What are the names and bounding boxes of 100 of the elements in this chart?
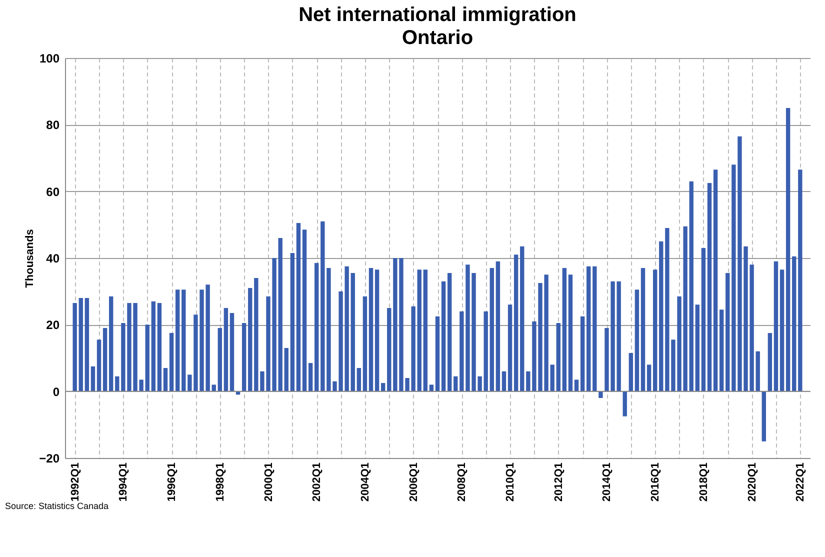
bar [284,348,288,392]
bar [151,301,156,392]
x-tick-label: 2018Q1 [698,462,710,502]
x-tick-label: 1994Q1 [118,462,130,502]
bar [520,246,524,392]
x-tick-label: 2010Q1 [504,462,517,502]
y-tick-label: 100 [39,52,60,66]
x-tick-label: 2006Q1 [408,462,420,502]
x-tick-label: 1996Q1 [166,462,178,502]
bar [556,323,560,392]
bar [368,268,374,392]
bar [496,261,500,392]
bar [695,304,700,392]
y-tick-label: −20 [39,452,60,466]
bar [78,298,83,392]
bar [96,340,102,392]
bar [568,274,573,392]
bar [562,268,567,392]
bar [296,223,301,392]
y-axis-title: Thousands [24,229,36,288]
bar [774,261,778,392]
bar [157,303,162,392]
bar [484,311,488,392]
bar [640,268,646,392]
bar [175,290,180,392]
bar [574,380,579,392]
bar [689,181,694,392]
bar [429,384,434,392]
bar [290,253,295,392]
bar [713,170,718,392]
x-tick-label: 2016Q1 [650,462,662,502]
bar [387,308,392,392]
x-tick-label: 2014Q1 [601,462,614,502]
bar [659,241,664,392]
chart-subtitle: Ontario [402,27,474,49]
x-tick-label: 1998Q1 [214,462,226,502]
bar [514,254,518,392]
bar [786,108,790,392]
bar [634,290,640,392]
bar [302,230,307,392]
bar [598,391,603,398]
bar [218,328,222,392]
bar [792,256,796,392]
bar [109,296,114,392]
bar [314,263,319,392]
bar [145,324,150,392]
bar [646,364,652,392]
bar [224,308,228,392]
bar [374,270,380,392]
bar [248,288,252,392]
bar [362,296,368,392]
bar [707,183,712,392]
x-tick-label: 2008Q1 [456,462,468,502]
bar [242,323,246,392]
bar [622,391,627,416]
bar [90,366,96,392]
y-tick-label: 20 [46,318,60,332]
bar [490,268,494,392]
x-tick-label: 2020Q1 [746,462,758,502]
bar [592,266,597,392]
bar [182,290,186,392]
x-tick-label: 2022Q1 [794,462,807,502]
chart-title: Net international immigration [298,4,576,26]
bar [726,273,730,392]
y-tick-label: 80 [46,118,60,132]
bar [435,316,440,392]
y-tick-label: 40 [46,252,60,266]
bar [628,353,634,392]
x-tick-label: 2012Q1 [552,462,565,502]
bar [653,270,658,392]
bar [212,384,216,392]
bar [780,270,784,392]
bar [102,328,108,392]
y-tick-label: 0 [52,384,60,399]
source-note: Source: Statistics Canada [5,501,109,511]
bar [701,248,706,392]
x-tick-label: 2002Q1 [311,462,324,502]
bar [72,303,77,392]
bar [163,368,168,392]
bar [454,376,458,392]
x-tick-label: 2004Q1 [359,462,372,502]
bar [580,316,585,392]
bar [115,376,120,392]
bar [84,298,90,392]
bar [798,170,802,392]
bar [447,273,452,392]
bar [756,351,760,392]
bar [417,270,422,392]
x-tick-label: 1992Q1 [69,462,82,502]
bar [586,266,591,392]
x-tick-label: 2000Q1 [262,462,275,502]
bar [762,391,766,442]
bar [381,383,386,392]
bar [508,304,512,392]
bar [423,270,428,392]
bar [441,281,446,392]
y-tick-label: 60 [46,184,60,199]
bar [719,310,724,392]
bar [350,273,355,392]
bar [169,333,174,392]
